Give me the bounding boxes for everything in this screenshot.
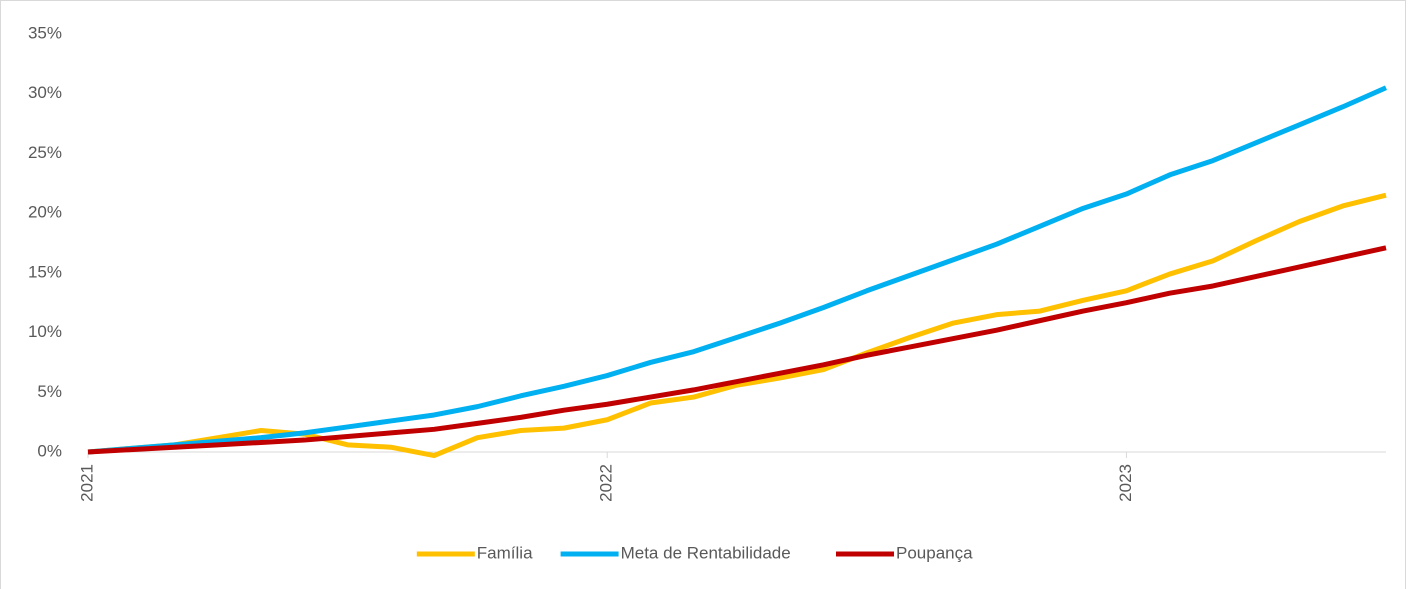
legend-label: Meta de Rentabilidade — [621, 543, 791, 562]
y-tick-label: 0% — [37, 441, 62, 460]
y-tick-label: 35% — [28, 23, 62, 42]
y-tick-label: 25% — [28, 143, 62, 162]
x-tick-label: 2022 — [597, 464, 616, 502]
legend-label: Poupança — [896, 543, 973, 562]
x-tick-label: 2023 — [1116, 464, 1135, 502]
y-tick-label: 10% — [28, 322, 62, 341]
line-series — [87, 85, 1388, 455]
y-tick-label: 30% — [28, 83, 62, 102]
line-series — [87, 245, 1387, 455]
y-tick-label: 5% — [37, 382, 62, 401]
y-tick-label: 20% — [28, 203, 62, 222]
line-series — [87, 192, 1387, 459]
x-tick-label: 2021 — [77, 464, 96, 502]
y-tick-label: 15% — [28, 262, 62, 281]
legend-label: Família — [477, 543, 533, 562]
